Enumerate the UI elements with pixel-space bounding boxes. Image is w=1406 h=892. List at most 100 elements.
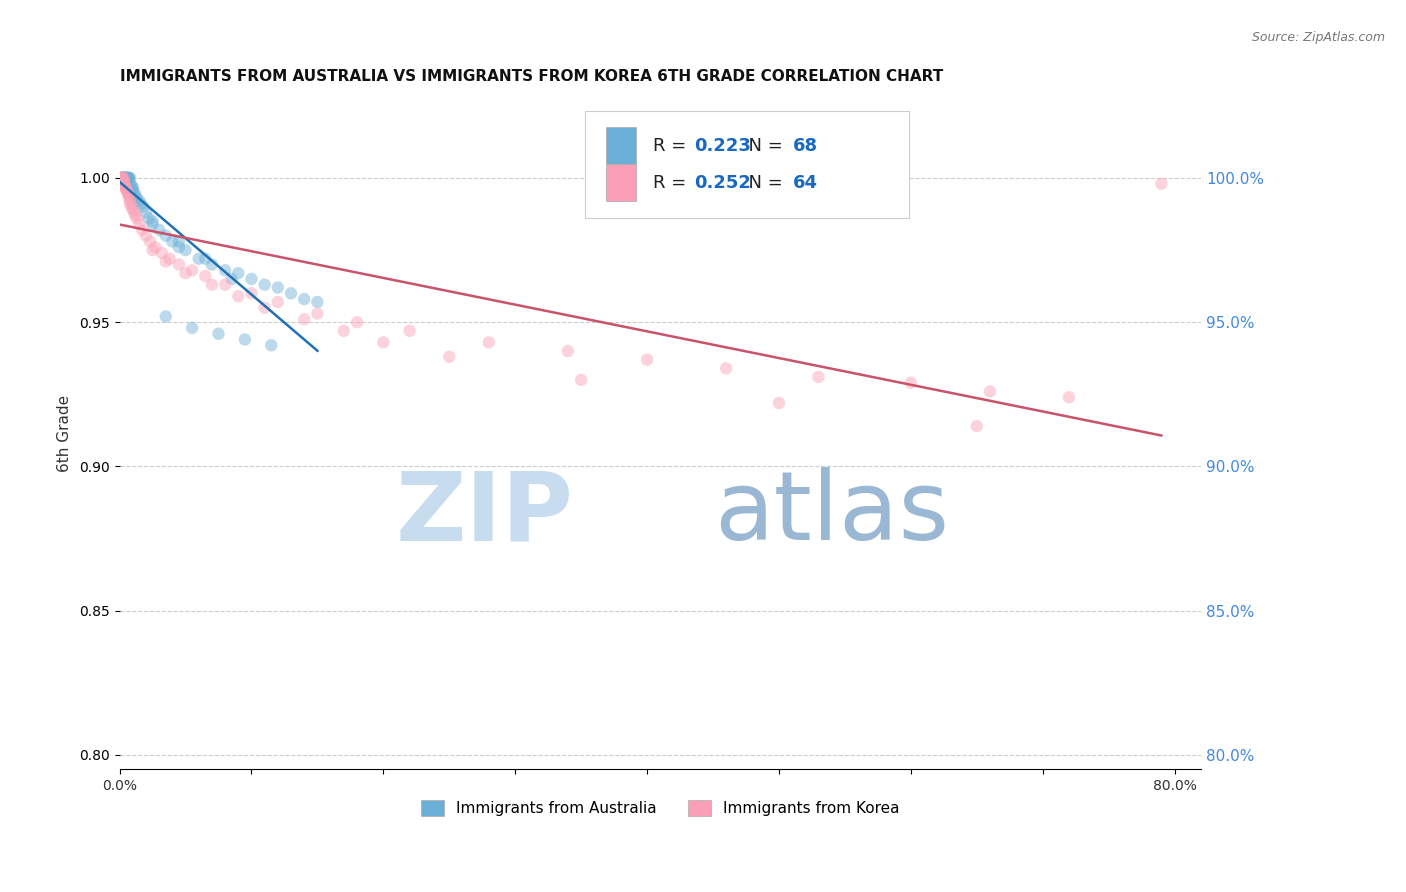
Point bbox=[121, 179, 143, 194]
Point bbox=[112, 171, 135, 186]
Point bbox=[167, 258, 190, 272]
Point bbox=[129, 197, 152, 211]
Point bbox=[112, 171, 135, 186]
Point bbox=[115, 171, 138, 186]
Point bbox=[120, 177, 142, 191]
Point bbox=[714, 361, 737, 376]
Point bbox=[557, 344, 579, 359]
Point bbox=[807, 370, 830, 384]
Point bbox=[292, 312, 315, 326]
Point bbox=[181, 321, 204, 335]
Point bbox=[155, 254, 177, 268]
Point bbox=[112, 171, 135, 186]
Point bbox=[346, 315, 368, 329]
Point bbox=[111, 171, 134, 186]
Point bbox=[115, 171, 138, 186]
Text: R =: R = bbox=[652, 136, 692, 155]
Point bbox=[111, 171, 134, 186]
Legend: Immigrants from Australia, Immigrants from Korea: Immigrants from Australia, Immigrants fr… bbox=[415, 794, 905, 822]
Point bbox=[112, 171, 135, 186]
Point bbox=[110, 171, 132, 186]
Point bbox=[122, 186, 145, 200]
Point bbox=[112, 171, 135, 186]
Point bbox=[115, 182, 138, 196]
Point bbox=[138, 211, 160, 226]
Point bbox=[174, 266, 197, 280]
Point bbox=[112, 177, 135, 191]
Point bbox=[267, 295, 290, 310]
Point bbox=[768, 396, 790, 410]
Point bbox=[115, 171, 138, 186]
Point bbox=[117, 186, 139, 200]
Point bbox=[207, 326, 229, 341]
Point bbox=[900, 376, 922, 390]
Point bbox=[118, 188, 141, 202]
Point bbox=[307, 306, 329, 320]
Point bbox=[114, 171, 136, 186]
Text: Source: ZipAtlas.com: Source: ZipAtlas.com bbox=[1251, 31, 1385, 45]
Point bbox=[112, 171, 135, 186]
Text: R =: R = bbox=[652, 174, 692, 192]
Point bbox=[162, 235, 184, 249]
Point bbox=[194, 252, 217, 266]
Point bbox=[159, 252, 181, 266]
Text: 0.223: 0.223 bbox=[693, 136, 751, 155]
Point bbox=[124, 209, 146, 223]
Point bbox=[221, 272, 243, 286]
Point bbox=[111, 171, 134, 186]
Point bbox=[1057, 390, 1080, 404]
Point bbox=[979, 384, 1001, 399]
Y-axis label: 6th Grade: 6th Grade bbox=[58, 394, 72, 472]
Point bbox=[636, 352, 658, 367]
Point bbox=[439, 350, 461, 364]
Point bbox=[115, 182, 138, 196]
FancyBboxPatch shape bbox=[606, 128, 637, 164]
Point bbox=[155, 310, 177, 324]
Point bbox=[128, 194, 150, 208]
FancyBboxPatch shape bbox=[606, 164, 637, 202]
Point bbox=[118, 171, 141, 186]
Point bbox=[131, 223, 153, 237]
Point bbox=[181, 263, 204, 277]
Point bbox=[118, 191, 141, 205]
Point bbox=[114, 171, 136, 186]
Point bbox=[110, 171, 132, 186]
Point bbox=[201, 258, 224, 272]
Text: ZIP: ZIP bbox=[396, 467, 574, 560]
Point bbox=[114, 179, 136, 194]
Point bbox=[1150, 177, 1173, 191]
Point bbox=[111, 171, 134, 186]
Point bbox=[150, 246, 173, 260]
Point bbox=[114, 177, 136, 191]
Point bbox=[214, 277, 236, 292]
Point bbox=[114, 171, 136, 186]
Point bbox=[267, 280, 290, 294]
Point bbox=[187, 252, 209, 266]
Point bbox=[174, 243, 197, 257]
Point bbox=[143, 240, 166, 254]
Point bbox=[124, 188, 146, 202]
Point bbox=[128, 217, 150, 231]
Point bbox=[111, 171, 134, 186]
Point bbox=[125, 211, 148, 226]
Point bbox=[120, 194, 142, 208]
Text: N =: N = bbox=[737, 174, 789, 192]
Point bbox=[167, 235, 190, 249]
Point bbox=[135, 228, 157, 243]
Point bbox=[112, 171, 135, 186]
Point bbox=[135, 205, 157, 219]
Text: atlas: atlas bbox=[714, 467, 949, 560]
Point bbox=[111, 171, 134, 186]
Text: N =: N = bbox=[737, 136, 789, 155]
Point bbox=[121, 179, 143, 194]
Point bbox=[111, 171, 134, 186]
Point bbox=[112, 171, 135, 186]
Point bbox=[112, 171, 135, 186]
Point bbox=[114, 179, 136, 194]
Point bbox=[112, 174, 135, 188]
Point bbox=[280, 286, 302, 301]
Point bbox=[226, 289, 249, 303]
Point bbox=[120, 197, 142, 211]
Point bbox=[260, 338, 283, 352]
Point bbox=[142, 214, 165, 228]
